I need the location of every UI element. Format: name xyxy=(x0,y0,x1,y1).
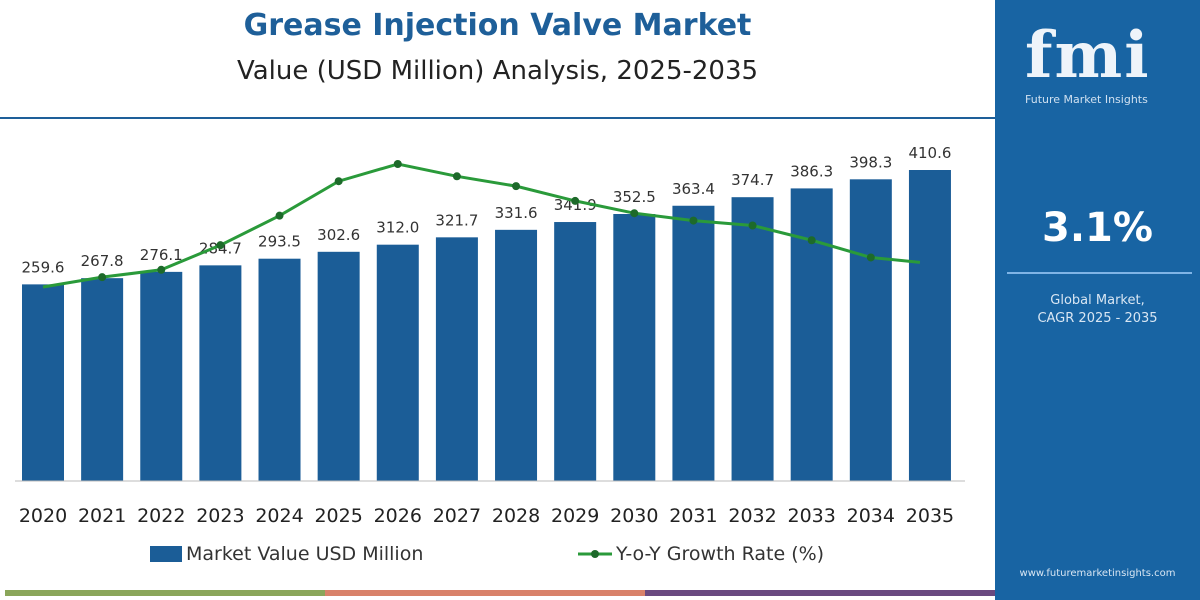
x-tick-label: 2035 xyxy=(906,505,954,527)
chart-title: Grease Injection Valve Market xyxy=(243,8,752,43)
cagr-value: 3.1% xyxy=(1042,205,1153,251)
footer-strip-purple xyxy=(645,590,995,596)
growth-point xyxy=(866,253,875,262)
chart-subtitle: Value (USD Million) Analysis, 2025-2035 xyxy=(236,56,759,86)
bar xyxy=(199,265,242,481)
x-tick-label: 2034 xyxy=(847,505,895,527)
legend-item-market-value: Market Value USD Million xyxy=(150,543,423,565)
growth-point xyxy=(748,221,757,230)
growth-point xyxy=(393,160,402,168)
bar-data-label: 398.3 xyxy=(849,153,892,171)
growth-point xyxy=(689,216,698,225)
x-tick-label: 2023 xyxy=(196,505,244,527)
x-tick-label: 2028 xyxy=(492,505,540,527)
bar xyxy=(22,284,64,481)
x-tick-label: 2030 xyxy=(610,505,658,527)
x-tick-label: 2020 xyxy=(19,505,67,527)
legend-item-growth-rate: Y-o-Y Growth Rate (%) xyxy=(578,543,824,565)
footer-strip-green xyxy=(5,590,325,596)
bar-data-label: 341.9 xyxy=(554,196,597,214)
bar-data-label: 331.6 xyxy=(495,204,538,222)
website-url: www.futuremarketinsights.com xyxy=(1019,568,1176,579)
bar-data-label: 410.6 xyxy=(908,144,951,162)
bar xyxy=(613,214,656,481)
bar-data-label: 374.7 xyxy=(731,171,774,189)
growth-point xyxy=(630,209,639,218)
x-tick-label: 2029 xyxy=(551,505,599,527)
growth-point xyxy=(452,172,461,181)
bar xyxy=(435,237,478,481)
legend-swatch-line xyxy=(578,550,612,558)
bar-data-label: 267.8 xyxy=(81,252,124,270)
side-panel: fmi Future Market Insights 3.1% Global M… xyxy=(995,0,1200,600)
bar xyxy=(317,251,360,481)
growth-point xyxy=(98,273,107,282)
bar-data-label: 302.6 xyxy=(317,226,360,244)
bar-data-label: 321.7 xyxy=(435,211,478,229)
bar-data-label: 312.0 xyxy=(376,219,419,237)
title-divider xyxy=(0,117,995,119)
chart-plot: 259.62020267.82021276.12022284.72023293.… xyxy=(15,144,965,527)
x-tick-label: 2026 xyxy=(374,505,422,527)
legend-label: Y-o-Y Growth Rate (%) xyxy=(616,543,825,565)
bar xyxy=(672,205,715,481)
growth-point xyxy=(807,236,816,245)
x-tick-label: 2032 xyxy=(728,505,776,527)
footer-strip-salmon xyxy=(325,590,645,596)
growth-point xyxy=(334,177,343,186)
bar xyxy=(81,278,124,481)
logo-tagline: Future Market Insights xyxy=(1025,93,1148,106)
bar xyxy=(495,229,538,481)
cagr-label: Global Market, CAGR 2025 - 2035 xyxy=(995,292,1200,328)
growth-line xyxy=(42,162,921,289)
x-tick-label: 2033 xyxy=(788,505,836,527)
bar xyxy=(731,197,774,481)
bar xyxy=(554,222,597,481)
bar xyxy=(790,188,833,481)
x-tick-label: 2025 xyxy=(314,505,362,527)
bar-data-label: 363.4 xyxy=(672,180,715,198)
bar xyxy=(258,258,301,481)
growth-point xyxy=(216,241,225,250)
bar-data-label: 276.1 xyxy=(140,246,183,264)
cagr-label-line2: CAGR 2025 - 2035 xyxy=(1037,311,1158,326)
bar xyxy=(849,179,892,481)
bar-data-label: 386.3 xyxy=(790,162,833,180)
x-tick-label: 2022 xyxy=(137,505,185,527)
bar xyxy=(376,244,419,481)
bar-data-label: 352.5 xyxy=(613,188,656,206)
x-tick-label: 2027 xyxy=(433,505,481,527)
cagr-divider xyxy=(1007,272,1192,274)
bar-data-label: 293.5 xyxy=(258,233,301,251)
x-tick-label: 2024 xyxy=(255,505,303,527)
bar-data-label: 259.6 xyxy=(22,258,65,276)
growth-point xyxy=(571,196,580,205)
x-tick-label: 2031 xyxy=(669,505,717,527)
legend-swatch-bar xyxy=(150,546,182,562)
legend-label: Market Value USD Million xyxy=(186,543,424,565)
growth-point xyxy=(512,182,521,191)
growth-point xyxy=(157,265,166,274)
bar xyxy=(908,170,951,481)
cagr-label-line1: Global Market, xyxy=(1050,293,1145,308)
fmi-logo: fmi xyxy=(1025,18,1151,93)
growth-point xyxy=(275,211,284,220)
x-tick-label: 2021 xyxy=(78,505,126,527)
bar xyxy=(140,271,183,481)
